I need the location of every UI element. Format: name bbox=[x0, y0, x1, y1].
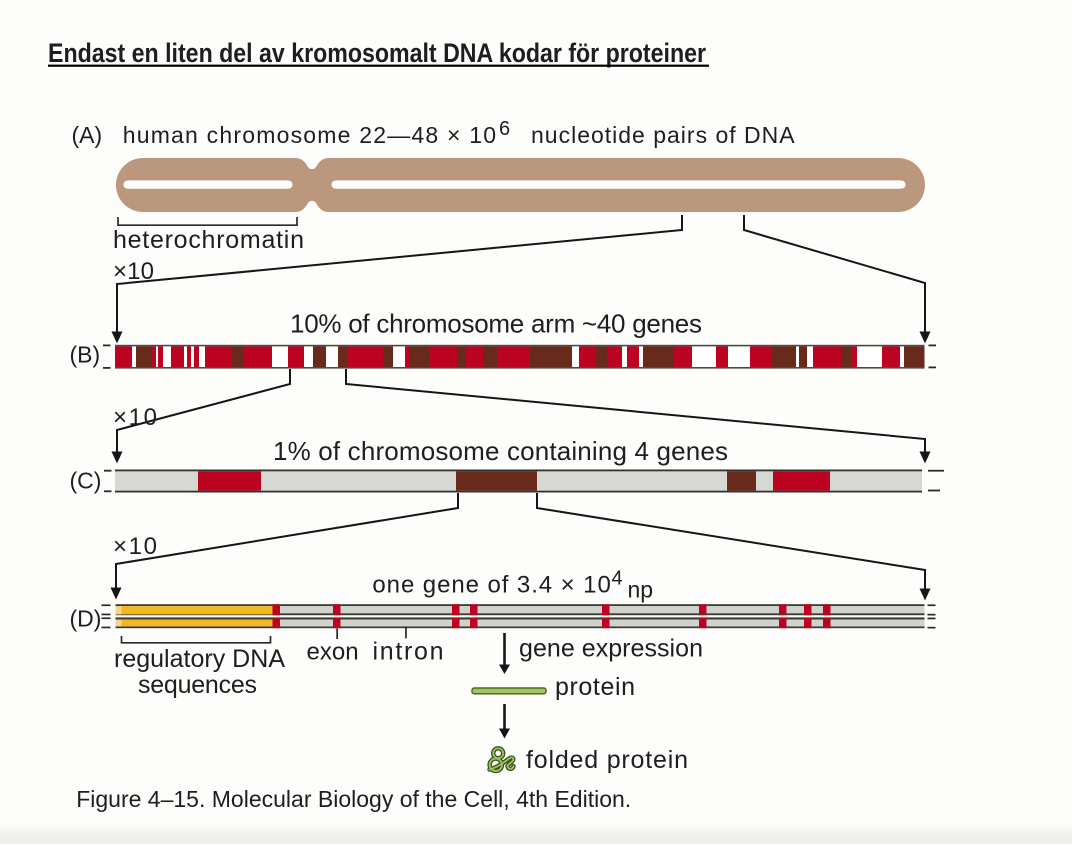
svg-text:sequences: sequences bbox=[138, 671, 257, 699]
svg-text:(B): (B) bbox=[70, 342, 101, 368]
svg-text:heterochromatin: heterochromatin bbox=[113, 226, 304, 254]
svg-text:exon: exon bbox=[307, 638, 359, 665]
svg-text:(C): (C) bbox=[70, 468, 102, 494]
svg-text:nucleotide pairs of DNA: nucleotide pairs of DNA bbox=[531, 122, 795, 148]
svg-text:one gene of 3.4 × 10: one gene of 3.4 × 10 bbox=[372, 572, 610, 599]
svg-text:gene expression: gene expression bbox=[519, 635, 703, 663]
svg-text:×10: ×10 bbox=[113, 533, 157, 560]
svg-text:np: np bbox=[628, 577, 654, 603]
svg-text:10% of chromosome arm ~40 gene: 10% of chromosome arm ~40 genes bbox=[290, 309, 702, 339]
svg-text:1% of chromosome containing 4: 1% of chromosome containing 4 genes bbox=[273, 436, 728, 466]
svg-text:4: 4 bbox=[612, 568, 623, 590]
svg-text:Figure 4–15. Molecular Biology: Figure 4–15. Molecular Biology of the Ce… bbox=[76, 786, 631, 812]
svg-text:Endast en liten del av kromoso: Endast en liten del av kromosomalt DNA k… bbox=[48, 38, 706, 68]
svg-text:folded protein: folded protein bbox=[526, 746, 688, 774]
svg-text:6: 6 bbox=[499, 118, 510, 140]
svg-text:(D): (D) bbox=[70, 605, 102, 631]
svg-text:intron: intron bbox=[373, 637, 444, 665]
svg-text:×10: ×10 bbox=[113, 404, 157, 431]
svg-text:protein: protein bbox=[555, 673, 635, 701]
svg-text:(A): (A) bbox=[72, 122, 103, 148]
svg-text:human chromosome 22—48 × 10: human chromosome 22—48 × 10 bbox=[123, 122, 496, 148]
svg-text:regulatory DNA: regulatory DNA bbox=[114, 645, 285, 673]
